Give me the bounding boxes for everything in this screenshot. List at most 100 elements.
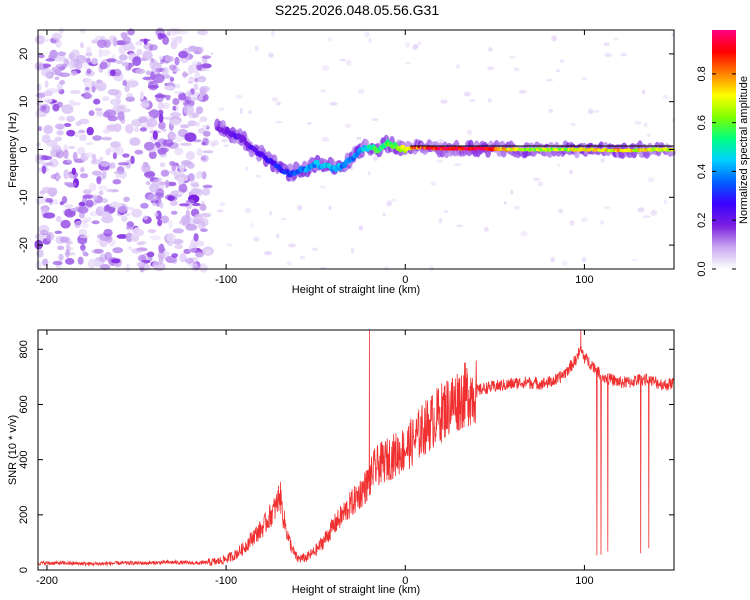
noise-blob xyxy=(587,108,594,115)
noise-blob xyxy=(364,31,370,38)
noise-blob xyxy=(185,151,195,160)
noise-blob xyxy=(429,264,434,272)
noise-blob xyxy=(197,29,208,36)
noise-blob xyxy=(134,126,140,133)
noise-blob xyxy=(548,108,553,113)
noise-blob xyxy=(109,69,116,77)
noise-blob xyxy=(47,187,58,197)
noise-blob xyxy=(371,118,379,122)
noise-blob xyxy=(112,247,123,254)
noise-blob xyxy=(56,215,62,223)
noise-blob xyxy=(120,32,128,38)
noise-blob xyxy=(141,163,151,173)
noise-blob xyxy=(170,190,183,197)
noise-blob xyxy=(125,96,135,102)
noise-blob xyxy=(319,266,327,270)
noise-blob xyxy=(51,66,63,73)
noise-blob xyxy=(253,237,260,242)
snr-series-line xyxy=(38,330,674,568)
noise-blob xyxy=(168,130,175,140)
noise-blob xyxy=(184,132,197,142)
noise-blob xyxy=(174,90,184,95)
x-tick-label: -200 xyxy=(36,274,58,286)
noise-blob xyxy=(546,78,554,82)
noise-blob xyxy=(145,70,151,76)
noise-blob xyxy=(96,176,102,185)
noise-blob xyxy=(154,94,166,98)
colorbar-tick-label: 0.6 xyxy=(696,115,708,130)
noise-blob xyxy=(77,256,84,265)
noise-blob xyxy=(177,191,184,196)
noise-blob xyxy=(157,32,163,40)
noise-blob xyxy=(134,149,144,155)
noise-blob xyxy=(276,101,281,106)
noise-blob xyxy=(167,195,175,202)
noise-blob xyxy=(56,82,63,92)
noise-blob xyxy=(68,52,76,61)
noise-blob xyxy=(121,215,128,223)
noise-blob xyxy=(99,61,108,70)
noise-blob xyxy=(123,196,130,202)
noise-blob xyxy=(97,39,107,48)
snr-x-ticks: -200 -100 0 100 xyxy=(36,330,594,587)
noise-blob xyxy=(85,46,92,56)
noise-blob xyxy=(329,101,338,106)
noise-blob xyxy=(171,161,177,172)
noise-blob xyxy=(142,76,152,81)
noise-blob xyxy=(104,251,112,261)
noise-blob xyxy=(125,232,133,243)
noise-blob xyxy=(91,86,96,93)
noise-blob xyxy=(131,248,143,254)
noise-blob xyxy=(382,212,386,217)
noise-blob xyxy=(532,177,541,181)
noise-blob xyxy=(78,229,88,237)
noise-blob xyxy=(82,189,92,195)
noise-blob xyxy=(438,139,444,142)
noise-blob xyxy=(487,98,492,103)
noise-blob xyxy=(158,55,164,60)
x-tick-label: -100 xyxy=(215,575,237,587)
noise-blob xyxy=(78,129,86,134)
noise-blob xyxy=(66,115,75,123)
noise-blob xyxy=(171,253,179,258)
noise-blob xyxy=(112,116,118,121)
noise-blob xyxy=(202,150,214,154)
noise-blob xyxy=(188,76,195,83)
noise-blob xyxy=(164,55,175,62)
noise-blob xyxy=(663,198,668,204)
noise-blob xyxy=(147,80,159,91)
noise-blob xyxy=(184,257,194,264)
noise-blob xyxy=(254,45,259,52)
noise-blob xyxy=(503,201,507,205)
colorbar-tick-label: 0.2 xyxy=(696,213,708,228)
noise-blob xyxy=(52,103,60,112)
noise-blob xyxy=(122,36,131,45)
noise-blob xyxy=(357,88,365,94)
noise-blob xyxy=(99,49,111,57)
noise-blob xyxy=(153,212,159,217)
noise-blob xyxy=(453,163,462,166)
noise-blob xyxy=(327,37,333,42)
noise-blob xyxy=(179,164,185,173)
noise-blob xyxy=(45,162,54,166)
noise-blob xyxy=(199,203,207,212)
noise-blob xyxy=(59,80,66,85)
noise-blob xyxy=(84,152,95,158)
noise-blob xyxy=(35,261,42,269)
noise-blob xyxy=(132,56,142,67)
noise-blob xyxy=(155,68,162,73)
noise-blob xyxy=(205,249,211,255)
noise-blob xyxy=(194,121,200,127)
noise-blob xyxy=(178,203,190,207)
noise-blob xyxy=(127,80,139,87)
noise-blob xyxy=(487,66,495,71)
noise-blob xyxy=(264,251,272,256)
noise-blob xyxy=(52,260,63,266)
noise-blob xyxy=(121,61,129,67)
noise-blob xyxy=(112,179,122,185)
noise-blob xyxy=(50,150,56,158)
noise-blob xyxy=(117,105,125,110)
noise-blob xyxy=(593,110,600,113)
snr-background xyxy=(38,330,674,570)
